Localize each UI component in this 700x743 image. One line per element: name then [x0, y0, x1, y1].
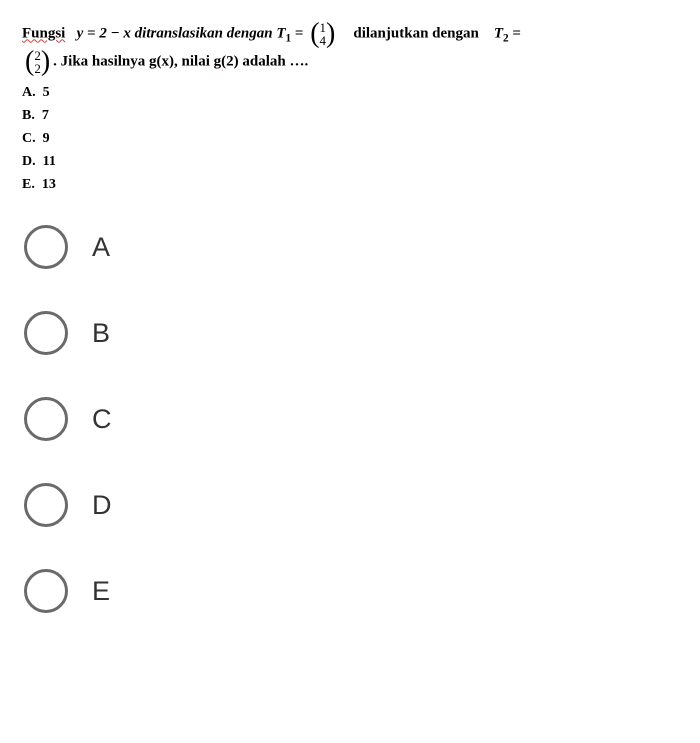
inline-option: C. 9 — [22, 128, 678, 149]
inline-option: E. 13 — [22, 174, 678, 195]
equals-1: = — [295, 25, 307, 41]
inline-option-text: 13 — [42, 177, 56, 192]
radio-label: E — [92, 576, 110, 607]
radio-circle-icon — [24, 397, 68, 441]
radio-option-d[interactable]: D — [24, 483, 678, 527]
vector-t1: (14) — [310, 20, 335, 48]
radio-label: D — [92, 490, 112, 521]
inline-option: B. 7 — [22, 105, 678, 126]
vector-t2: (22) — [25, 48, 50, 76]
t2-subscript: 2 — [503, 32, 509, 44]
inline-option-letter: B. — [22, 108, 35, 123]
radio-circle-icon — [24, 483, 68, 527]
inline-answer-list: A. 5 B. 7 C. 9 D. 11 E. 13 — [22, 82, 678, 195]
radio-label: B — [92, 318, 110, 349]
radio-option-b[interactable]: B — [24, 311, 678, 355]
inline-option: D. 11 — [22, 151, 678, 172]
inline-option-letter: D. — [22, 154, 36, 169]
equals-2: = — [512, 25, 521, 41]
radio-label: C — [92, 404, 112, 435]
line2-text: . Jika hasilnya g(x), nilai — [53, 53, 213, 69]
radio-label: A — [92, 232, 110, 263]
g2-rest: 2) adalah …. — [226, 53, 308, 69]
inline-option-text: 11 — [43, 154, 56, 169]
inline-option-letter: E. — [22, 177, 35, 192]
radio-circle-icon — [24, 225, 68, 269]
radio-option-c[interactable]: C — [24, 397, 678, 441]
wavy-word-fungsi: Fungsi — [22, 25, 65, 41]
inline-option-text: 5 — [43, 85, 50, 100]
inline-option-text: 7 — [42, 108, 49, 123]
wavy-g: g( — [214, 53, 227, 69]
inline-option-text: 9 — [43, 131, 50, 146]
radio-option-list: A B C D E — [24, 225, 678, 613]
text-dilanjutkan: dilanjutkan dengan — [353, 25, 478, 41]
t2-label: T — [494, 25, 503, 41]
radio-option-e[interactable]: E — [24, 569, 678, 613]
inline-option-letter: A. — [22, 85, 36, 100]
radio-option-a[interactable]: A — [24, 225, 678, 269]
radio-circle-icon — [24, 569, 68, 613]
inline-option: A. 5 — [22, 82, 678, 103]
t1-subscript: 1 — [286, 32, 292, 44]
question-block: Fungsi y = 2 − x ditranslasikan dengan T… — [22, 20, 678, 76]
formula-y: y = 2 − x ditranslasikan dengan T — [77, 25, 286, 41]
inline-option-letter: C. — [22, 131, 36, 146]
radio-circle-icon — [24, 311, 68, 355]
